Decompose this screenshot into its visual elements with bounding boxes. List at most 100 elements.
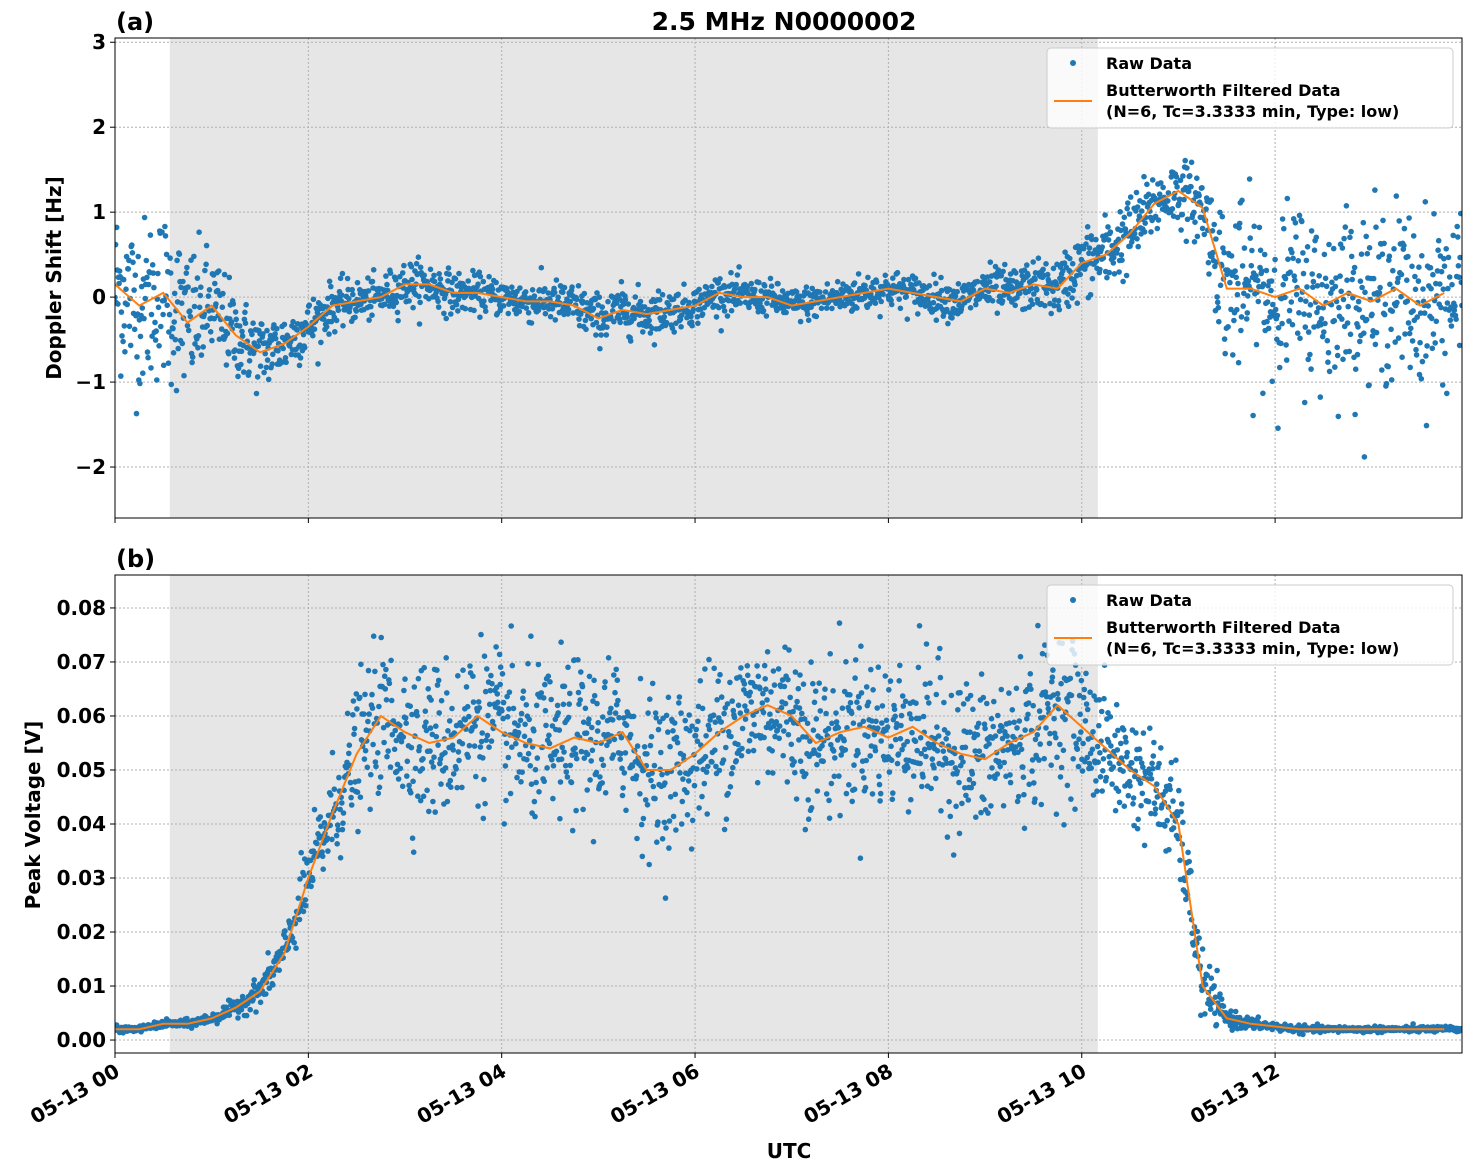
raw-data-point: [870, 687, 876, 693]
raw-data-point: [1048, 762, 1054, 768]
raw-data-point: [710, 712, 717, 718]
raw-data-point: [1415, 278, 1422, 284]
raw-data-point: [551, 285, 557, 292]
raw-data-point: [478, 631, 484, 638]
raw-data-point: [1199, 987, 1205, 994]
raw-data-point: [1233, 274, 1239, 281]
raw-data-point: [1208, 197, 1215, 203]
raw-data-point: [967, 692, 974, 699]
raw-data-point: [486, 744, 492, 750]
raw-data-point: [198, 352, 205, 358]
filtered-data-line: [115, 189, 1445, 354]
raw-data-point: [413, 260, 420, 267]
raw-data-point: [553, 277, 560, 283]
raw-data-point: [550, 795, 556, 802]
raw-data-point: [793, 289, 800, 295]
raw-data-point: [712, 719, 719, 725]
raw-data-point: [597, 774, 603, 780]
raw-data-point: [1061, 822, 1067, 828]
raw-data-point: [1422, 199, 1429, 205]
raw-data-point: [613, 701, 620, 708]
raw-data-point: [768, 689, 774, 695]
raw-data-point: [680, 752, 687, 759]
raw-data-point: [639, 853, 646, 860]
raw-data-point: [888, 743, 894, 750]
raw-data-point: [703, 769, 710, 775]
raw-data-point: [899, 746, 905, 753]
raw-data-point: [1199, 946, 1206, 952]
raw-data-point: [963, 681, 970, 687]
raw-data-point: [922, 681, 929, 687]
raw-data-point: [1362, 289, 1368, 296]
raw-data-point: [162, 223, 168, 230]
raw-data-point: [888, 301, 895, 308]
raw-data-point: [1199, 225, 1206, 232]
raw-data-point: [1398, 293, 1404, 300]
raw-data-point: [362, 747, 369, 754]
raw-data-point: [449, 279, 455, 286]
raw-data-point: [516, 308, 523, 315]
raw-data-point: [446, 718, 453, 724]
raw-data-point: [612, 689, 618, 696]
raw-data-point: [434, 682, 441, 688]
raw-data-point: [1335, 413, 1342, 420]
raw-data-point: [942, 299, 948, 305]
raw-data-point: [988, 803, 994, 809]
raw-data-point: [156, 343, 162, 349]
raw-data-point: [1410, 1021, 1416, 1027]
raw-data-point: [116, 280, 122, 287]
raw-data-point: [463, 684, 470, 690]
raw-data-point: [401, 687, 407, 694]
legend-box: [1046, 47, 1454, 129]
raw-data-point: [1038, 801, 1045, 808]
raw-data-point: [136, 317, 143, 323]
raw-data-point: [1140, 764, 1146, 770]
raw-data-point: [689, 322, 695, 329]
raw-data-point: [1050, 265, 1057, 272]
raw-data-point: [223, 362, 230, 368]
raw-data-point: [724, 313, 731, 319]
raw-data-point: [803, 734, 810, 740]
raw-data-point: [1294, 330, 1301, 337]
raw-data-point: [1080, 245, 1087, 252]
raw-data-point: [670, 728, 676, 734]
raw-data-point: [1123, 739, 1129, 745]
raw-data-point: [986, 774, 993, 780]
raw-data-point: [518, 779, 524, 785]
raw-data-point: [1340, 296, 1347, 303]
raw-data-point: [593, 332, 599, 338]
raw-data-point: [599, 780, 605, 786]
raw-data-point: [120, 276, 127, 283]
raw-data-point: [851, 762, 857, 768]
raw-data-point: [1350, 269, 1357, 276]
raw-data-point: [408, 790, 414, 796]
raw-data-scatter: [115, 157, 1462, 460]
raw-data-point: [1036, 708, 1043, 714]
y-tick-label: 0.02: [57, 920, 106, 944]
raw-data-point: [591, 692, 598, 699]
raw-data-point: [1230, 352, 1236, 358]
raw-data-point: [1290, 255, 1296, 262]
raw-data-point: [253, 1009, 259, 1015]
raw-data-point: [1184, 165, 1190, 171]
raw-data-point: [115, 241, 119, 248]
raw-data-point: [1246, 176, 1253, 182]
raw-data-point: [590, 698, 596, 704]
raw-data-point: [555, 710, 561, 716]
raw-data-point: [875, 725, 881, 731]
raw-data-point: [652, 795, 658, 802]
raw-data-point: [344, 710, 351, 717]
raw-data-point: [1189, 930, 1195, 937]
raw-data-point: [1062, 249, 1068, 255]
raw-data-point: [450, 771, 457, 777]
raw-data-point: [661, 314, 668, 320]
raw-data-point: [783, 309, 789, 316]
raw-data-point: [333, 317, 340, 324]
raw-data-point: [727, 679, 733, 686]
raw-data-point: [366, 317, 372, 323]
raw-data-point: [1455, 263, 1462, 269]
raw-data-point: [531, 293, 538, 299]
y-tick-label: 0.06: [57, 704, 106, 728]
raw-data-point: [839, 705, 846, 711]
raw-data-point: [1360, 219, 1367, 226]
